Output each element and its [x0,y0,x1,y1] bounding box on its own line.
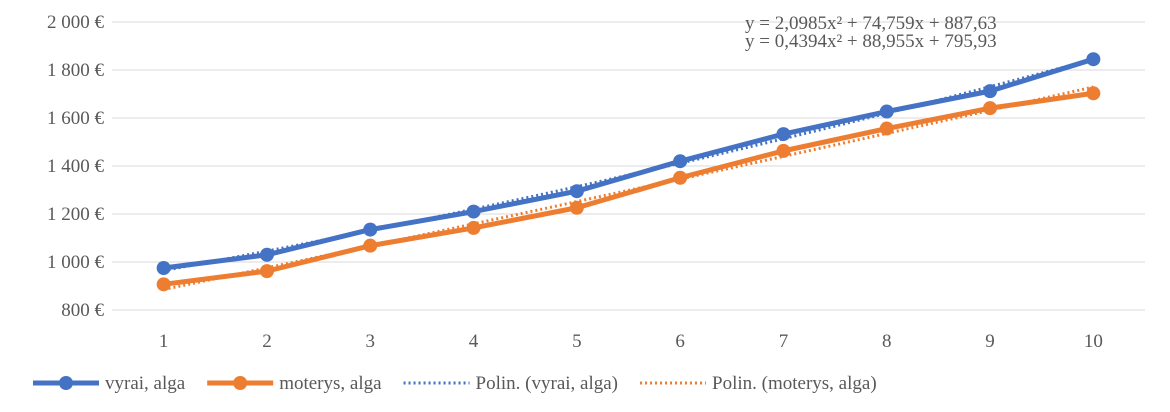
data-point [259,264,274,279]
data-point [466,204,481,219]
data-point [983,101,998,116]
data-point [879,121,894,136]
series [156,52,1101,292]
x-tick-label: 10 [1084,331,1103,352]
y-tick-label: 1 800 € [47,60,105,81]
y-tick-label: 1 200 € [47,204,105,225]
x-axis: 1 2 3 4 5 6 7 8 9 10 [159,331,1103,352]
x-tick-label: 5 [572,331,582,352]
data-point [776,127,791,142]
x-tick-label: 6 [675,331,685,352]
legend-marker [233,376,248,390]
data-point [673,170,688,185]
data-point [363,238,378,253]
data-point [156,261,171,275]
trendline [163,57,1094,272]
data-point [1086,52,1101,67]
x-tick-label: 1 [159,331,169,352]
trendline-equations: y = 2,0985x² + 74,759x + 887,63y = 0,439… [745,13,997,52]
y-tick-label: 800 € [61,300,104,321]
legend-item: Polin. (moterys, alga) [640,373,877,394]
data-point [776,143,791,158]
y-tick-label: 1 600 € [47,108,105,129]
data-point [259,247,274,262]
x-tick-label: 4 [469,331,479,352]
data-point [466,220,481,235]
x-tick-label: 8 [882,331,892,352]
y-tick-label: 1 000 € [47,252,105,273]
legend-item: vyrai, alga [33,373,186,394]
data-point [1086,86,1101,101]
data-point [363,222,378,237]
legend-label: moterys, alga [279,373,382,394]
y-tick-label: 2 000 € [47,12,105,33]
legend-label: Polin. (vyrai, alga) [476,373,618,394]
x-tick-label: 9 [985,331,995,352]
legend-label: vyrai, alga [105,373,186,394]
trendline-equation: y = 2,0985x² + 74,759x + 887,63 [745,13,997,34]
data-point [156,277,171,292]
x-tick-label: 7 [779,331,789,352]
legend-item: moterys, alga [207,373,382,394]
series-line [163,56,1095,271]
legend: vyrai, alga moterys, alga Polin. (vyrai, a… [33,373,877,394]
data-point [673,154,688,169]
legend-item: Polin. (vyrai, alga) [403,373,618,394]
x-tick-label: 3 [366,331,376,352]
legend-label: Polin. (moterys, alga) [712,373,877,394]
data-point [569,200,584,215]
gridlines [112,21,1145,311]
y-axis: 800 € 1 000 € 1 200 € 1 400 € 1 600 € 1 800 €… [47,12,105,321]
trendline-equation: y = 0,4394x² + 88,955x + 795,93 [745,31,997,52]
x-tick-label: 2 [262,331,272,352]
legend-marker [59,376,73,390]
y-tick-label: 1 400 € [47,156,105,177]
series-line [163,90,1094,287]
data-point [879,104,894,119]
data-point [569,184,584,199]
data-point [983,84,998,99]
